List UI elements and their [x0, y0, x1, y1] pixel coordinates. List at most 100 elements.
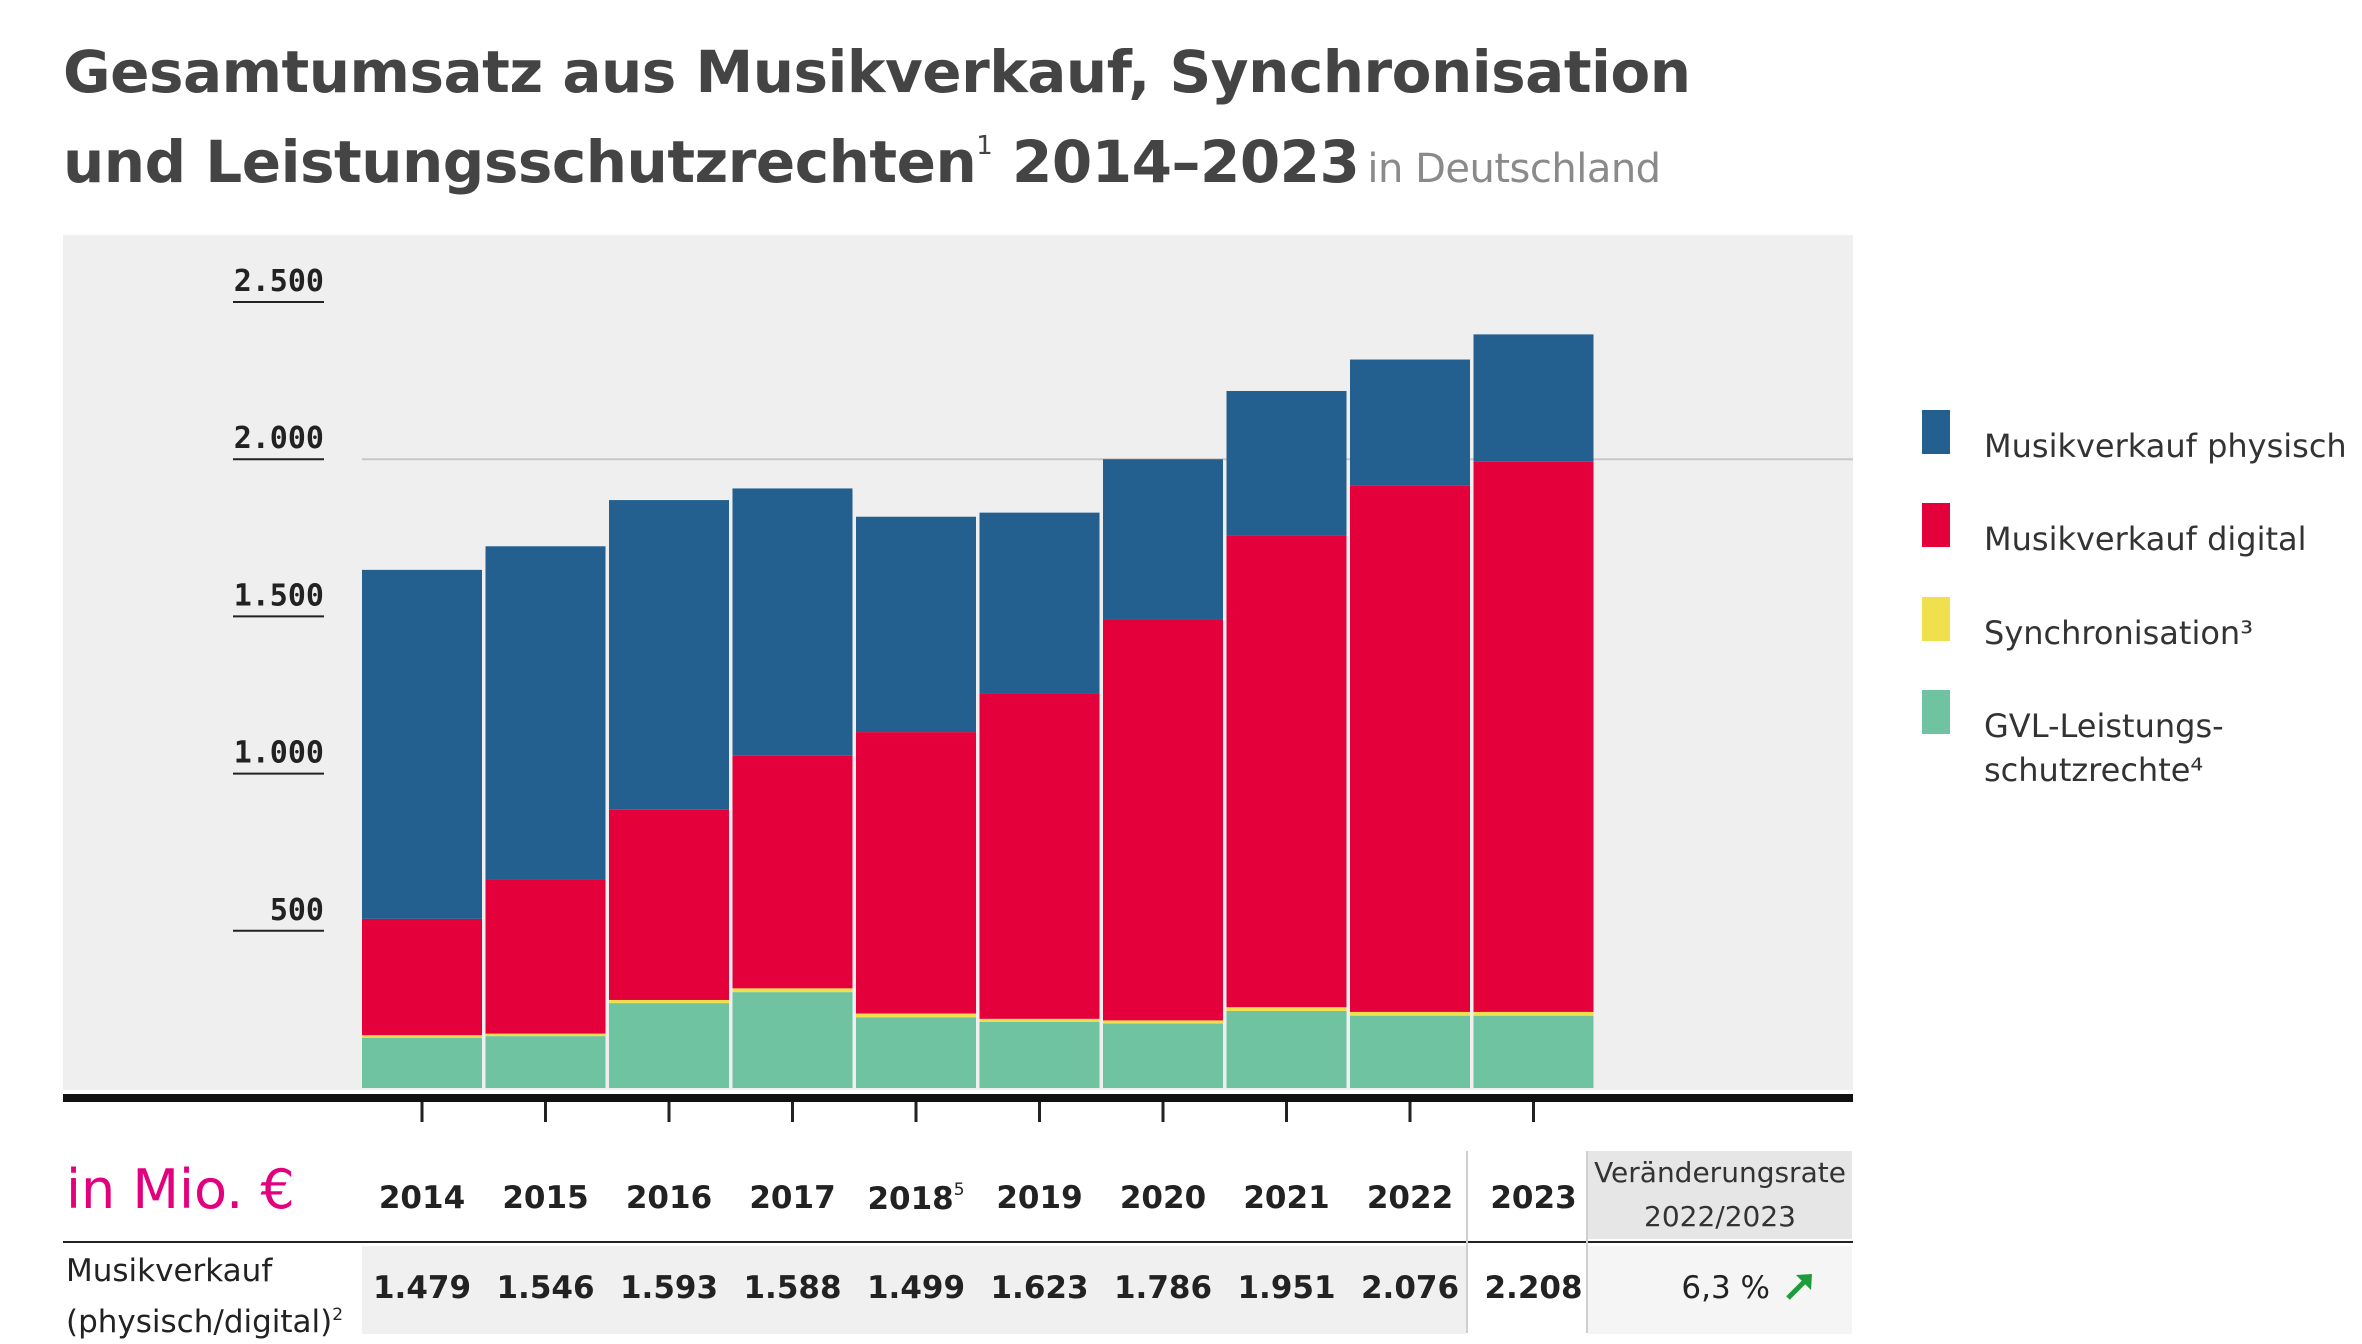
rate-value: 6,3 %: [1681, 1270, 1770, 1306]
legend-label-gvl-line2: schutzrechte⁴: [1984, 751, 2204, 789]
table-cell-value: 2.076: [1360, 1270, 1460, 1306]
rate-cell: [1588, 1246, 1852, 1334]
bar-segment-synchronisation: [362, 1035, 482, 1038]
bar-segment-physisch: [856, 516, 976, 733]
rate-header-line2: 2022/2023: [1644, 1200, 1796, 1233]
table-year-label: 2022: [1366, 1180, 1454, 1216]
bar-segment-digital: [609, 809, 729, 1000]
bar-segment-synchronisation: [1350, 1011, 1470, 1016]
table-year-label: 2016: [625, 1180, 713, 1216]
bar-segment-gvl: [979, 1021, 1100, 1088]
bar-segment-gvl: [362, 1037, 482, 1088]
bar-segment-synchronisation: [979, 1018, 1100, 1022]
table-year-label: 20185: [867, 1180, 965, 1217]
bar-segment-digital: [1473, 461, 1594, 1012]
bar-segment-physisch: [1103, 459, 1223, 620]
unit-label: in Mio. €: [66, 1158, 295, 1221]
bar-segment-gvl: [485, 1036, 606, 1088]
title-footnote-marker: 1: [976, 131, 993, 161]
y-tick-label: 2.000: [234, 421, 324, 456]
bar-segment-digital: [732, 755, 853, 989]
bar-segment-digital: [1226, 535, 1347, 1008]
bar-segment-digital: [856, 732, 976, 1014]
bar-segment-gvl: [1103, 1023, 1223, 1088]
bar-segment-synchronisation: [485, 1033, 606, 1037]
row-label-footnote: 2: [332, 1305, 344, 1325]
table-header-divider: [63, 1241, 1853, 1243]
table-year-label: 2019: [996, 1180, 1083, 1216]
bar-segment-gvl: [732, 992, 853, 1088]
row-label-line2: (physisch/digital)2: [66, 1293, 343, 1344]
table-cell-value: 2.208: [1484, 1270, 1583, 1306]
bar-segment-physisch: [609, 500, 729, 810]
chart-title-line2: und Leistungsschutzrechten1 2014–2023 in …: [63, 128, 1661, 196]
column-divider-2023: [1466, 1151, 1468, 1333]
bar-segment-physisch: [1350, 359, 1470, 486]
bar-segment-synchronisation: [1226, 1007, 1347, 1011]
table-cell-value: 1.786: [1113, 1270, 1213, 1306]
year-footnote-marker: 5: [953, 1180, 965, 1200]
table-cell-value: 1.546: [496, 1270, 595, 1306]
table-year-label: 2017: [749, 1180, 836, 1216]
legend-label-gvl-line1: GVL-Leistungs-: [1984, 707, 2224, 745]
rate-header: Veränderungsrate 2022/2023: [1588, 1151, 1852, 1239]
chart-subtitle: in Deutschland: [1367, 146, 1661, 192]
table-year-label: 2014: [378, 1180, 466, 1216]
legend-swatch-physisch: [1922, 410, 1950, 454]
bar-segment-gvl: [1473, 1015, 1594, 1088]
legend-label-gvl: GVL-Leistungs-schutzrechte⁴: [1984, 704, 2244, 792]
bar-segment-digital: [979, 693, 1100, 1019]
y-tick-label: 500: [270, 893, 324, 928]
y-tick-label: 1.500: [234, 578, 324, 613]
row-label: Musikverkauf (physisch/digital)2: [66, 1249, 343, 1344]
table-cell-value: 1.479: [372, 1270, 472, 1306]
bar-segment-digital: [1350, 485, 1470, 1012]
table-cell-value: 1.588: [743, 1270, 842, 1306]
chart-title-text: und Leistungsschutzrechten: [63, 128, 977, 196]
bar-segment-gvl: [1350, 1015, 1470, 1088]
table-year-label: 2023: [1490, 1180, 1577, 1216]
chart-title-years: 2014–2023: [1012, 128, 1360, 196]
x-axis-baseline: [63, 1094, 1853, 1102]
bar-segment-synchronisation: [609, 999, 729, 1004]
table-cell-value: 1.593: [619, 1270, 719, 1306]
table-year-label: 2020: [1119, 1180, 1207, 1216]
legend-label-physisch: Musikverkauf physisch: [1984, 427, 2347, 465]
bar-segment-gvl: [856, 1017, 976, 1088]
y-tick-label: 2.500: [234, 264, 324, 299]
values-row-bg: [362, 1246, 1466, 1334]
legend-label-digital: Musikverkauf digital: [1984, 520, 2307, 558]
table-year-label: 2021: [1243, 1180, 1330, 1216]
legend-swatch-gvl: [1922, 690, 1950, 734]
bar-segment-physisch: [485, 546, 606, 880]
bar-segment-synchronisation: [1103, 1020, 1223, 1024]
bar-segment-digital: [1103, 619, 1223, 1021]
table-cell-value: 1.499: [866, 1270, 966, 1306]
table-year-label: 2015: [502, 1180, 589, 1216]
bar-segment-physisch: [732, 488, 853, 756]
bar-segment-physisch: [362, 569, 482, 919]
legend-label-synchronisation: Synchronisation³: [1984, 614, 2254, 652]
table-cell-value: 1.951: [1237, 1270, 1336, 1306]
row-label-line2-text: (physisch/digital): [66, 1304, 333, 1340]
arrow-up-right-icon: [1786, 1274, 1812, 1300]
bar-segment-gvl: [609, 1003, 729, 1088]
bar-segment-gvl: [1226, 1010, 1347, 1088]
bar-segment-synchronisation: [856, 1013, 976, 1018]
bar-segment-synchronisation: [1473, 1011, 1594, 1016]
bar-segment-physisch: [979, 512, 1100, 694]
rate-header-line1: Veränderungsrate: [1594, 1156, 1846, 1189]
table-cell-value: 1.623: [990, 1270, 1089, 1306]
bar-segment-digital: [362, 918, 482, 1036]
legend-swatch-synchronisation: [1922, 597, 1950, 641]
bar-segment-physisch: [1226, 390, 1347, 536]
chart-title-line1: Gesamtumsatz aus Musikverkauf, Synchroni…: [63, 38, 1691, 106]
legend-swatch-digital: [1922, 503, 1950, 547]
column-divider-rate: [1586, 1151, 1588, 1333]
row-label-line1: Musikverkauf: [66, 1253, 273, 1289]
bar-segment-digital: [485, 879, 606, 1034]
bar-segment-synchronisation: [732, 988, 853, 993]
bar-segment-physisch: [1473, 334, 1594, 462]
y-tick-label: 1.000: [234, 736, 324, 771]
